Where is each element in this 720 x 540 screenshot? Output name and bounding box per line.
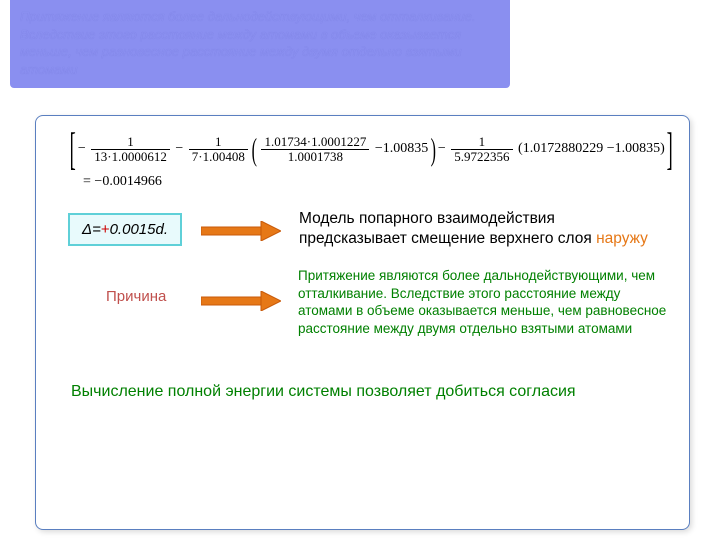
reason-text: Притяжение являются более дальнодействую… <box>298 267 668 337</box>
model-text: Модель попарного взаимодействия предсказ… <box>299 209 669 249</box>
model-line1: Модель попарного взаимодействия <box>299 210 555 227</box>
frac3-den: 1.0001738 <box>261 150 369 164</box>
frac4-den: 5.9722356 <box>451 150 512 164</box>
frac2-den: 7·1.00408 <box>189 150 248 164</box>
eq-result: 0.0014966 <box>102 174 162 189</box>
delta-symbol: Δ= <box>82 221 101 238</box>
frac4-num: 1 <box>451 135 512 150</box>
const2: 1.0172880229 <box>523 141 604 157</box>
header-text: Притяжение являются более дальнодействую… <box>20 9 476 77</box>
header-banner: Притяжение являются более дальнодействую… <box>10 0 510 88</box>
model-highlight: наружу <box>596 230 648 247</box>
frac1-num: 1 <box>91 135 170 150</box>
delta-sign: + <box>101 221 110 238</box>
frac1-den: 13·1.0000612 <box>91 150 170 164</box>
delta-value: 0.0015d. <box>110 221 168 238</box>
const1: 1.00835 <box>383 141 429 157</box>
arrow-icon-1 <box>201 221 281 241</box>
reason-label: Причина <box>106 288 166 305</box>
frac3-num: 1.01734·1.0001227 <box>261 135 369 150</box>
const3: 1.00835 <box>615 141 661 157</box>
arrow-icon-2 <box>201 291 281 311</box>
delta-box: Δ=+0.0015d. <box>68 213 182 246</box>
eq-equals: = <box>83 174 91 189</box>
frac2-num: 1 <box>189 135 248 150</box>
model-line2a: предсказывает смещение верхнего слоя <box>299 230 596 247</box>
equation: [ − 1 13·1.0000612 − 1 7·1.00408 ( 1.017… <box>71 126 651 190</box>
bracket-right: ] <box>667 126 673 172</box>
bottom-text: Вычисление полной энергии системы позвол… <box>71 383 576 401</box>
content-frame: [ − 1 13·1.0000612 − 1 7·1.00408 ( 1.017… <box>35 115 690 530</box>
bracket-left: [ <box>70 126 76 172</box>
